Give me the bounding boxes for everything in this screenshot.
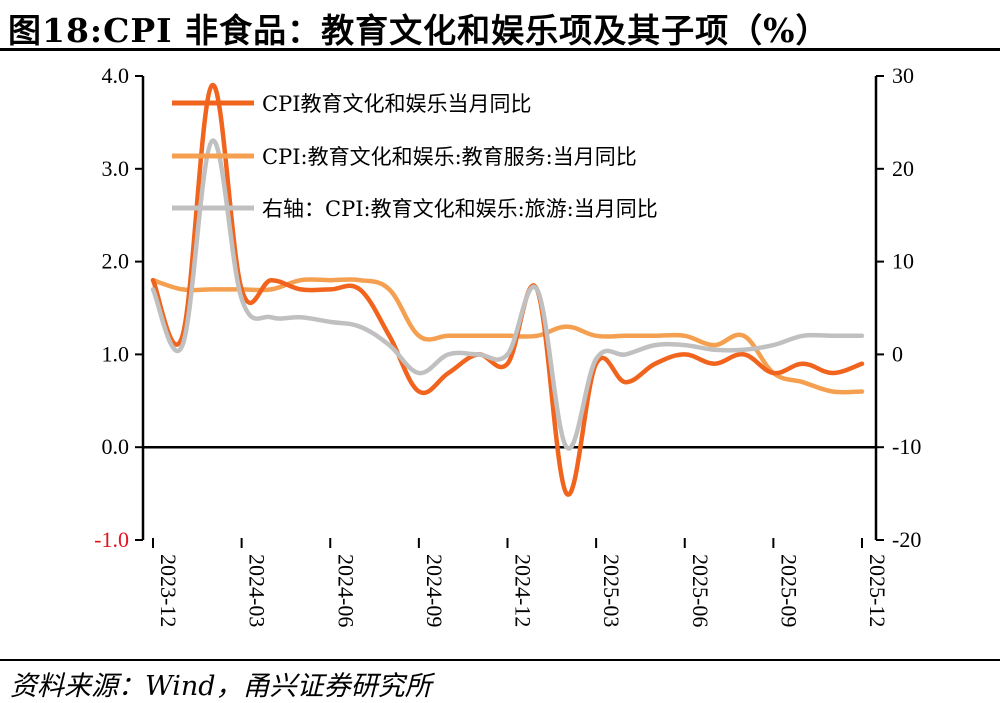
- right-tick-label: 30: [892, 63, 914, 88]
- right-tick-label: 0: [892, 341, 903, 366]
- right-tick-label: -10: [892, 434, 921, 459]
- right-tick-label: -20: [892, 527, 921, 552]
- title-rule: [0, 48, 1000, 51]
- right-tick-label: 10: [892, 249, 914, 274]
- legend-label-2: 右轴：CPI:教育文化和娱乐:旅游:当月同比: [262, 197, 658, 221]
- chart-legend: CPI教育文化和娱乐当月同比 CPI:教育文化和娱乐:教育服务:当月同比右轴：CP…: [172, 92, 658, 221]
- x-tick-label: 2024-03: [245, 554, 270, 627]
- x-tick-label: 2023-12: [156, 554, 181, 627]
- x-tick-label: 2025-09: [776, 554, 801, 627]
- left-tick-label: 0.0: [102, 434, 130, 459]
- series-line-2: [150, 138, 865, 451]
- series-line-1: [150, 277, 865, 395]
- chart-axes: 4.0 3.0 2.0 1.0 0.0 -1.0 30 20 10 0 -10 -20 2023-12 2…: [94, 63, 921, 627]
- x-tick-label: 2024-12: [511, 554, 536, 627]
- x-tick-label: 2025-03: [599, 554, 624, 627]
- left-tick-label: 1.0: [102, 341, 130, 366]
- x-tick-label: 2024-09: [422, 554, 447, 627]
- x-tick-label: 2025-06: [688, 554, 713, 627]
- legend-label-0: CPI教育文化和娱乐当月同比: [262, 92, 532, 116]
- source-rule: [0, 659, 1000, 661]
- right-tick-label: 20: [892, 156, 914, 181]
- left-tick-label: 4.0: [102, 63, 130, 88]
- x-tick-label: 2025-12: [865, 554, 890, 627]
- chart-title: 图18:CPI 非食品：教育文化和娱乐项及其子项（%）: [8, 11, 830, 50]
- left-tick-label: 3.0: [102, 156, 130, 181]
- left-tick-label: 2.0: [102, 249, 130, 274]
- left-tick-label: -1.0: [94, 527, 129, 552]
- source-note: 资料来源：Wind，甬兴证券研究所: [10, 671, 432, 702]
- chart-series: [150, 83, 865, 497]
- legend-label-1: CPI:教育文化和娱乐:教育服务:当月同比: [262, 145, 637, 169]
- x-tick-label: 2024-06: [333, 554, 358, 627]
